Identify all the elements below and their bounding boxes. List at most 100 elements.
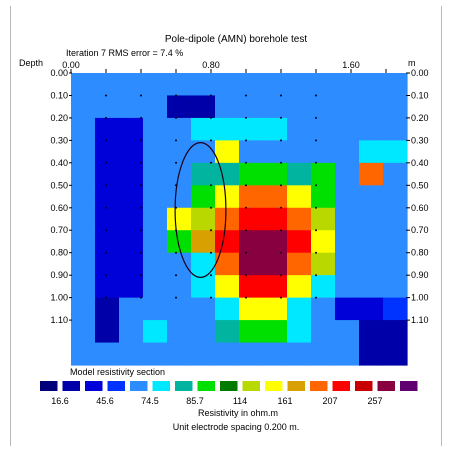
- heatmap-cell: [143, 162, 168, 186]
- measurement-dot: [210, 139, 212, 142]
- heatmap-cell: [71, 297, 96, 321]
- measurement-dot: [140, 161, 142, 164]
- depth-tick-label-right: 0.50: [411, 180, 429, 190]
- measurement-dot: [175, 139, 177, 142]
- heatmap-cell: [239, 185, 264, 209]
- measurement-dot: [315, 139, 317, 142]
- heatmap-cell: [335, 320, 360, 344]
- heatmap-cell: [287, 117, 312, 141]
- depth-tick-label-left: 0.60: [50, 203, 68, 213]
- heatmap-cell: [287, 275, 312, 299]
- heatmap-cell: [191, 275, 216, 299]
- target-outline: [174, 142, 227, 279]
- heatmap-cell: [143, 140, 168, 164]
- measurement-dot: [315, 251, 317, 254]
- colorbar-swatch: [197, 381, 215, 391]
- heatmap-cell: [167, 297, 192, 321]
- heatmap-cell: [383, 320, 408, 344]
- figure-frame: [10, 6, 442, 446]
- heatmap-cell: [167, 140, 192, 164]
- depth-tick-label-left: 0.10: [50, 91, 68, 101]
- measurement-dot: [175, 116, 177, 119]
- heatmap-cell: [143, 275, 168, 299]
- x-axis-label: Resistivity in ohm.m: [198, 408, 278, 418]
- measurement-dot: [105, 184, 107, 187]
- heatmap-cell: [287, 207, 312, 231]
- heatmap-cell: [215, 162, 240, 186]
- measurement-dot: [315, 184, 317, 187]
- frame-left-rule: [10, 6, 11, 446]
- heatmap-cell: [263, 185, 288, 209]
- heatmap-cell: [215, 95, 240, 119]
- heatmap-cell: [263, 275, 288, 299]
- heatmap-cell: [383, 117, 408, 141]
- depth-tick-label-right: 0.30: [411, 135, 429, 145]
- heatmap-cell: [215, 207, 240, 231]
- heatmap-cell: [119, 95, 144, 119]
- heatmap-cell: [71, 73, 96, 97]
- heatmap-cell: [239, 162, 264, 186]
- heatmap-cell: [167, 342, 192, 366]
- heatmap-cell: [167, 73, 192, 97]
- section-label: Model resistivity section: [70, 367, 165, 377]
- measurement-dot: [210, 229, 212, 232]
- heatmap-cell: [287, 252, 312, 276]
- heatmap-cell: [335, 162, 360, 186]
- measurement-dot: [175, 161, 177, 164]
- heatmap-cell: [311, 320, 336, 344]
- measurement-dot: [210, 251, 212, 254]
- x-axis-unit: m: [408, 58, 416, 68]
- heatmap-cell: [263, 140, 288, 164]
- colorbar-label: 257: [367, 396, 382, 406]
- heatmap-cell: [119, 207, 144, 231]
- heatmap-cell: [335, 95, 360, 119]
- x-tick-label: 0.00: [62, 60, 80, 70]
- measurement-dot: [105, 296, 107, 299]
- measurement-dot: [175, 296, 177, 299]
- colorbar-swatch: [287, 381, 305, 391]
- heatmap-cell: [167, 95, 192, 119]
- heatmap-cell: [359, 320, 384, 344]
- heatmap-cell: [215, 297, 240, 321]
- heatmap-cell: [95, 95, 120, 119]
- frame-right-rule: [441, 6, 442, 446]
- heatmap-cell: [95, 342, 120, 366]
- heatmap-cell: [311, 95, 336, 119]
- footnote: Unit electrode spacing 0.200 m.: [173, 422, 300, 432]
- measurement-dot: [105, 251, 107, 254]
- heatmap-cell: [215, 117, 240, 141]
- heatmap-cell: [95, 73, 120, 97]
- heatmap-cell: [359, 297, 384, 321]
- heatmap-cell: [191, 320, 216, 344]
- heatmap-cell: [167, 320, 192, 344]
- colorbar-label: 16.6: [51, 396, 69, 406]
- heatmap-cell: [287, 95, 312, 119]
- heatmap-cell: [335, 275, 360, 299]
- heatmap-cell: [95, 162, 120, 186]
- heatmap-cell: [335, 140, 360, 164]
- heatmap-cell: [287, 73, 312, 97]
- heatmap-cell: [95, 230, 120, 254]
- heatmap-cell: [95, 252, 120, 276]
- measurement-dot: [175, 251, 177, 254]
- heatmap-cell: [215, 320, 240, 344]
- heatmap-cell: [311, 73, 336, 97]
- heatmap-cell: [143, 342, 168, 366]
- colorbar-swatch: [355, 381, 373, 391]
- colorbar-swatch: [220, 381, 238, 391]
- measurement-dot: [140, 206, 142, 209]
- heatmap-cell: [239, 230, 264, 254]
- measurement-dot: [245, 94, 247, 97]
- measurement-dot: [105, 206, 107, 209]
- colorbar-label: 45.6: [96, 396, 114, 406]
- heatmap-cell: [287, 297, 312, 321]
- depth-tick-label-left: 1.10: [50, 315, 68, 325]
- heatmap-cell: [215, 140, 240, 164]
- colorbar-label: 161: [277, 396, 292, 406]
- heatmap-cell: [263, 207, 288, 231]
- heatmap-cell: [383, 275, 408, 299]
- heatmap-cell: [191, 297, 216, 321]
- colorbar-label: 114: [233, 396, 247, 406]
- heatmap-cell: [119, 252, 144, 276]
